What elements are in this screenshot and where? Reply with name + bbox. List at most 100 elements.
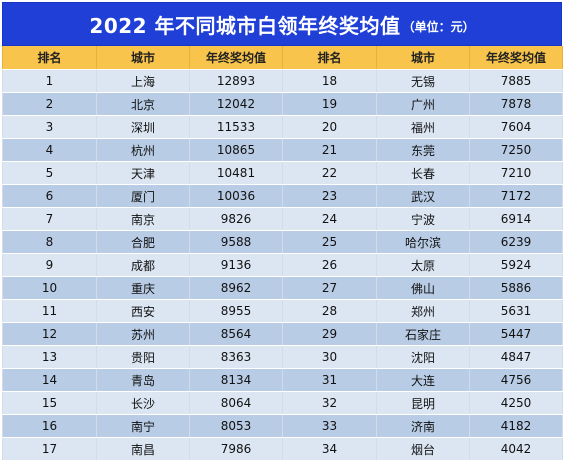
cell-city[interactable]: 福州 bbox=[376, 115, 470, 139]
cell-bonus[interactable]: 12893 bbox=[189, 69, 283, 93]
cell-rank[interactable]: 2 bbox=[2, 92, 97, 116]
cell-city[interactable]: 昆明 bbox=[376, 391, 470, 415]
cell-rank[interactable]: 30 bbox=[282, 345, 377, 369]
cell-rank[interactable]: 10 bbox=[2, 276, 97, 300]
header-rank-right[interactable]: 排名 bbox=[282, 46, 377, 70]
cell-city[interactable]: 武汉 bbox=[376, 184, 470, 208]
cell-rank[interactable]: 27 bbox=[282, 276, 377, 300]
cell-rank[interactable]: 24 bbox=[282, 207, 377, 231]
cell-rank[interactable]: 33 bbox=[282, 414, 377, 438]
header-bonus-left[interactable]: 年终奖均值 bbox=[189, 46, 283, 70]
cell-bonus[interactable]: 6914 bbox=[469, 207, 563, 231]
cell-city[interactable]: 宁波 bbox=[376, 207, 470, 231]
cell-rank[interactable]: 3 bbox=[2, 115, 97, 139]
cell-rank[interactable]: 19 bbox=[282, 92, 377, 116]
cell-city[interactable]: 沈阳 bbox=[376, 345, 470, 369]
cell-city[interactable]: 济南 bbox=[376, 414, 470, 438]
cell-rank[interactable]: 9 bbox=[2, 253, 97, 277]
cell-city[interactable]: 南宁 bbox=[96, 414, 190, 438]
cell-rank[interactable]: 8 bbox=[2, 230, 97, 254]
cell-bonus[interactable]: 11533 bbox=[189, 115, 283, 139]
cell-city[interactable]: 南京 bbox=[96, 207, 190, 231]
header-city-left[interactable]: 城市 bbox=[96, 46, 190, 70]
cell-rank[interactable]: 29 bbox=[282, 322, 377, 346]
cell-city[interactable]: 太原 bbox=[376, 253, 470, 277]
header-bonus-right[interactable]: 年终奖均值 bbox=[469, 46, 563, 70]
cell-city[interactable]: 成都 bbox=[96, 253, 190, 277]
cell-bonus[interactable]: 4756 bbox=[469, 368, 563, 392]
cell-rank[interactable]: 12 bbox=[2, 322, 97, 346]
cell-bonus[interactable]: 8962 bbox=[189, 276, 283, 300]
cell-bonus[interactable]: 7885 bbox=[469, 69, 563, 93]
cell-city[interactable]: 厦门 bbox=[96, 184, 190, 208]
cell-bonus[interactable]: 5886 bbox=[469, 276, 563, 300]
cell-rank[interactable]: 16 bbox=[2, 414, 97, 438]
cell-bonus[interactable]: 7604 bbox=[469, 115, 563, 139]
cell-city[interactable]: 杭州 bbox=[96, 138, 190, 162]
header-city-right[interactable]: 城市 bbox=[376, 46, 470, 70]
cell-bonus[interactable]: 8363 bbox=[189, 345, 283, 369]
cell-rank[interactable]: 21 bbox=[282, 138, 377, 162]
cell-bonus[interactable]: 7878 bbox=[469, 92, 563, 116]
cell-bonus[interactable]: 4250 bbox=[469, 391, 563, 415]
cell-city[interactable]: 合肥 bbox=[96, 230, 190, 254]
header-rank-left[interactable]: 排名 bbox=[2, 46, 97, 70]
cell-city[interactable]: 长春 bbox=[376, 161, 470, 185]
cell-city[interactable]: 广州 bbox=[376, 92, 470, 116]
cell-bonus[interactable]: 8134 bbox=[189, 368, 283, 392]
cell-rank[interactable]: 23 bbox=[282, 184, 377, 208]
cell-rank[interactable]: 4 bbox=[2, 138, 97, 162]
cell-bonus[interactable]: 7210 bbox=[469, 161, 563, 185]
cell-bonus[interactable]: 10481 bbox=[189, 161, 283, 185]
cell-rank[interactable]: 6 bbox=[2, 184, 97, 208]
cell-bonus[interactable]: 7250 bbox=[469, 138, 563, 162]
cell-rank[interactable]: 17 bbox=[2, 437, 97, 461]
cell-city[interactable]: 烟台 bbox=[376, 437, 470, 461]
cell-rank[interactable]: 32 bbox=[282, 391, 377, 415]
cell-city[interactable]: 无锡 bbox=[376, 69, 470, 93]
cell-rank[interactable]: 20 bbox=[282, 115, 377, 139]
cell-rank[interactable]: 31 bbox=[282, 368, 377, 392]
cell-city[interactable]: 大连 bbox=[376, 368, 470, 392]
cell-bonus[interactable]: 5447 bbox=[469, 322, 563, 346]
cell-bonus[interactable]: 10865 bbox=[189, 138, 283, 162]
cell-bonus[interactable]: 10036 bbox=[189, 184, 283, 208]
cell-city[interactable]: 佛山 bbox=[376, 276, 470, 300]
cell-city[interactable]: 北京 bbox=[96, 92, 190, 116]
cell-city[interactable]: 上海 bbox=[96, 69, 190, 93]
cell-rank[interactable]: 1 bbox=[2, 69, 97, 93]
cell-city[interactable]: 重庆 bbox=[96, 276, 190, 300]
cell-city[interactable]: 青岛 bbox=[96, 368, 190, 392]
cell-bonus[interactable]: 12042 bbox=[189, 92, 283, 116]
cell-bonus[interactable]: 8053 bbox=[189, 414, 283, 438]
cell-city[interactable]: 长沙 bbox=[96, 391, 190, 415]
cell-bonus[interactable]: 9826 bbox=[189, 207, 283, 231]
cell-bonus[interactable]: 8955 bbox=[189, 299, 283, 323]
cell-city[interactable]: 石家庄 bbox=[376, 322, 470, 346]
cell-city[interactable]: 哈尔滨 bbox=[376, 230, 470, 254]
cell-bonus[interactable]: 5924 bbox=[469, 253, 563, 277]
cell-bonus[interactable]: 5631 bbox=[469, 299, 563, 323]
cell-rank[interactable]: 34 bbox=[282, 437, 377, 461]
cell-rank[interactable]: 22 bbox=[282, 161, 377, 185]
cell-city[interactable]: 郑州 bbox=[376, 299, 470, 323]
cell-bonus[interactable]: 4042 bbox=[469, 437, 563, 461]
cell-bonus[interactable]: 4182 bbox=[469, 414, 563, 438]
cell-rank[interactable]: 14 bbox=[2, 368, 97, 392]
cell-bonus[interactable]: 8064 bbox=[189, 391, 283, 415]
cell-bonus[interactable]: 9588 bbox=[189, 230, 283, 254]
cell-rank[interactable]: 7 bbox=[2, 207, 97, 231]
cell-city[interactable]: 西安 bbox=[96, 299, 190, 323]
cell-bonus[interactable]: 7172 bbox=[469, 184, 563, 208]
cell-rank[interactable]: 5 bbox=[2, 161, 97, 185]
cell-city[interactable]: 天津 bbox=[96, 161, 190, 185]
cell-rank[interactable]: 28 bbox=[282, 299, 377, 323]
cell-bonus[interactable]: 8564 bbox=[189, 322, 283, 346]
cell-bonus[interactable]: 6239 bbox=[469, 230, 563, 254]
cell-bonus[interactable]: 7986 bbox=[189, 437, 283, 461]
cell-city[interactable]: 贵阳 bbox=[96, 345, 190, 369]
cell-bonus[interactable]: 9136 bbox=[189, 253, 283, 277]
cell-rank[interactable]: 25 bbox=[282, 230, 377, 254]
cell-rank[interactable]: 15 bbox=[2, 391, 97, 415]
cell-city[interactable]: 苏州 bbox=[96, 322, 190, 346]
